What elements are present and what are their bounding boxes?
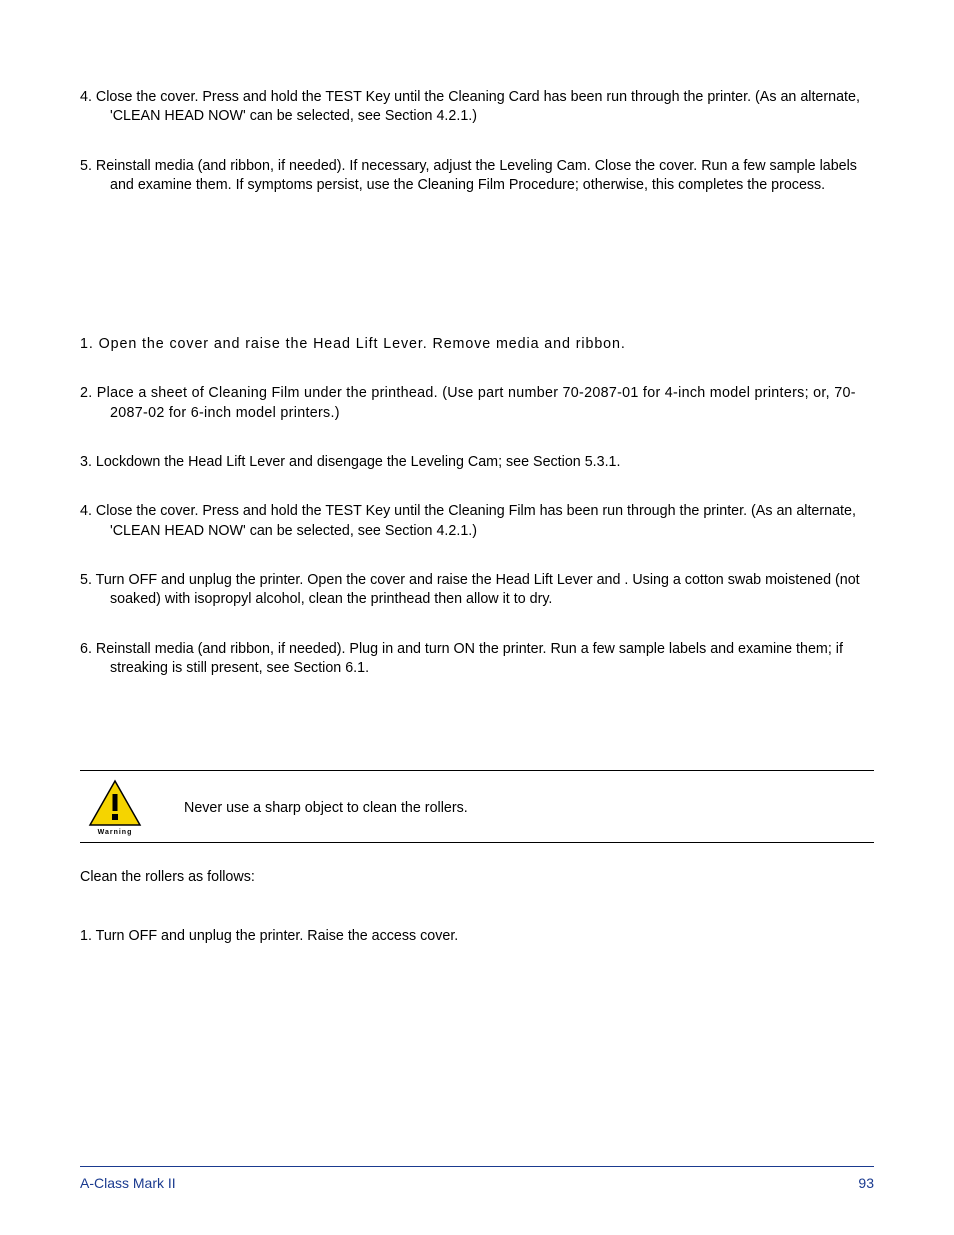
step-text: Place a sheet of Cleaning Film under the… <box>97 385 856 420</box>
step-text: Reinstall media (and ribbon, if needed).… <box>96 641 843 676</box>
step-item: 1. Open the cover and raise the Head Lif… <box>80 335 874 354</box>
step-item: 4. Close the cover. Press and hold the T… <box>80 502 874 541</box>
page-number: 93 <box>858 1175 874 1191</box>
step-number: 3. <box>80 454 96 470</box>
step-number: 1. <box>80 336 99 352</box>
step-text: Turn OFF and unplug the printer. Raise t… <box>96 928 459 944</box>
step-number: 5. <box>80 572 96 588</box>
document-page: 4. Close the cover. Press and hold the T… <box>0 0 954 1235</box>
warning-text: Never use a sharp object to clean the ro… <box>184 794 468 822</box>
step-text: Turn OFF and unplug the printer. Open th… <box>96 572 860 607</box>
step-number: 1. <box>80 928 96 944</box>
step-number: 6. <box>80 641 96 657</box>
procedure-list-1: 4. Close the cover. Press and hold the T… <box>80 88 874 195</box>
clean-rollers-intro: Clean the rollers as follows: <box>80 869 874 885</box>
step-item: 1. Turn OFF and unplug the printer. Rais… <box>80 927 874 946</box>
page-footer: A-Class Mark II 93 <box>80 1166 874 1191</box>
procedure-list-2: 1. Open the cover and raise the Head Lif… <box>80 335 874 678</box>
warning-label: Warning <box>98 829 133 836</box>
step-text: Lockdown the Head Lift Lever and disenga… <box>96 454 621 470</box>
warning-callout: Warning Never use a sharp object to clea… <box>80 770 874 843</box>
step-item: 4. Close the cover. Press and hold the T… <box>80 88 874 127</box>
step-item: 2. Place a sheet of Cleaning Film under … <box>80 384 874 423</box>
step-number: 4. <box>80 89 96 105</box>
step-item: 5. Turn OFF and unplug the printer. Open… <box>80 571 874 610</box>
warning-icon: Warning <box>80 779 142 836</box>
step-item: 3. Lockdown the Head Lift Lever and dise… <box>80 453 874 472</box>
step-number: 4. <box>80 503 96 519</box>
step-text: Reinstall media (and ribbon, if needed).… <box>96 158 857 193</box>
step-item: 6. Reinstall media (and ribbon, if neede… <box>80 640 874 679</box>
step-number: 5. <box>80 158 96 174</box>
step-number: 2. <box>80 385 97 401</box>
step-text: Close the cover. Press and hold the TEST… <box>96 503 856 538</box>
step-text: Close the cover. Press and hold the TEST… <box>96 89 860 124</box>
footer-title: A-Class Mark II <box>80 1175 176 1191</box>
procedure-list-3: 1. Turn OFF and unplug the printer. Rais… <box>80 927 874 946</box>
step-text: Open the cover and raise the Head Lift L… <box>99 336 626 352</box>
step-item: 5. Reinstall media (and ribbon, if neede… <box>80 157 874 196</box>
